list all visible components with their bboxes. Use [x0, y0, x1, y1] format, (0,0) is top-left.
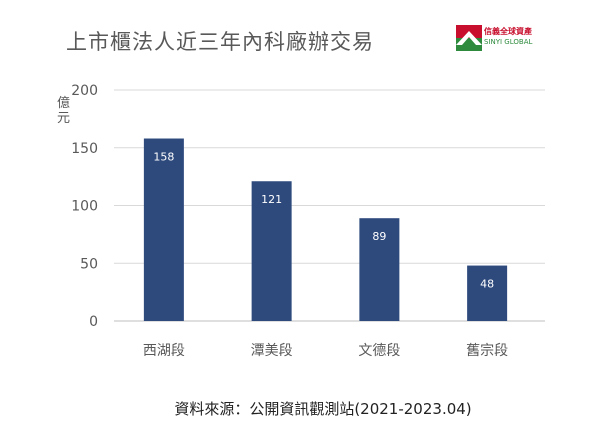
data-label: 89 — [372, 230, 386, 243]
sinyi-global-logo: 信義全球資產 SINYI GLOBAL — [456, 25, 546, 51]
x-tick-label: 文德段 — [358, 343, 400, 359]
y-axis-label: 億元 — [57, 96, 71, 126]
logo-text-zh: 信義全球資產 — [484, 27, 532, 36]
data-label: 121 — [261, 193, 282, 206]
y-tick-label: 200 — [71, 83, 98, 99]
chart-title: 上市櫃法人近三年內科廠辦交易 — [66, 30, 374, 54]
bar — [467, 265, 508, 321]
data-label: 158 — [153, 151, 174, 164]
logo-text-en: SINYI GLOBAL — [484, 38, 533, 46]
logo-mountain-icon — [456, 25, 482, 51]
bar — [251, 181, 292, 321]
x-tick-label: 西湖段 — [143, 343, 185, 359]
source-note: 資料來源：公開資訊觀測站(2021-2023.04) — [174, 400, 472, 418]
y-tick-label: 150 — [71, 141, 98, 157]
data-label: 48 — [480, 278, 494, 291]
y-tick-label: 100 — [71, 199, 98, 215]
x-tick-label: 潭美段 — [251, 342, 293, 359]
bar — [359, 218, 400, 321]
x-tick-label: 舊宗段 — [466, 343, 508, 359]
bar — [143, 138, 184, 321]
y-tick-label: 50 — [80, 256, 98, 272]
y-tick-label: 0 — [89, 314, 98, 330]
